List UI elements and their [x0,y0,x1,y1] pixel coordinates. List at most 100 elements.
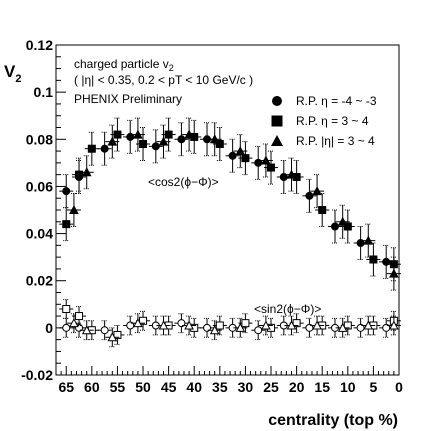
data-point-triangle [286,169,297,179]
data-point-triangle [209,325,220,335]
x-tick-label: 40 [186,379,202,395]
data-point-square [318,206,327,214]
data-point-triangle [184,129,194,139]
series-cos-circle [59,119,394,279]
data-point-triangle [81,325,92,335]
series-sin-triangle [66,313,401,348]
y-tick-label: 0.06 [26,178,53,194]
data-point-square [113,130,122,139]
data-point-square [139,316,148,325]
x-tick-label: 45 [161,379,177,395]
y-axis-label: V2 [4,62,21,85]
info-line-1: charged particle v2 [74,57,174,73]
data-point-square [75,170,84,179]
x-tick-label: 35 [212,379,228,395]
data-point-square [113,330,122,339]
data-point-circle [356,323,365,332]
data-point-triangle [235,146,246,156]
data-point-triangle [312,320,322,330]
x-tick-label: 55 [110,379,126,395]
data-point-circle [305,191,314,200]
data-point-circle [126,321,135,330]
data-point-triangle [69,318,79,328]
data-point-square [241,154,250,163]
data-point-triangle [261,320,271,330]
data-point-triangle [133,129,143,139]
data-point-square [62,305,71,313]
x-tick-label: 60 [84,379,100,395]
data-point-square [241,319,250,328]
y-tick-label: 0.12 [26,37,53,53]
data-point-circle [177,135,186,144]
data-point-circle [228,151,237,160]
data-point-triangle [286,320,297,330]
y-axis-label-sub: 2 [15,73,21,85]
data-point-circle [177,319,186,328]
series-cos-triangle [66,117,401,291]
data-point-triangle [261,155,271,165]
data-marks [59,117,401,348]
legend-entry-1: R.P. η = -4 ~ -3 [296,94,377,108]
data-point-triangle [158,136,169,146]
data-point-square [62,220,71,229]
data-point-square [215,321,224,330]
data-point-triangle [363,320,374,330]
x-tick-label: 25 [263,379,279,395]
legend-triangle-marker [271,135,283,146]
info-line-1-sub: 2 [169,63,174,73]
data-point-circle [62,323,71,332]
data-point-circle [100,144,109,153]
x-tick-label: 0 [395,379,403,395]
legend: R.P. η = -4 ~ -3 R.P. η = 3 ~ 4 R.P. |η|… [271,94,377,148]
data-point-triangle [81,167,92,177]
data-point-square [75,312,84,321]
info-line-3: PHENIX Preliminary [74,92,182,106]
y-tick-label: 0 [45,320,53,336]
data-point-square [343,222,352,231]
data-point-circle [356,239,365,247]
data-point-circle [279,173,288,181]
axis-ticks: 65 60 55 50 45 40 35 30 25 20 15 10 5 0-0.0200.020.04… [21,37,403,395]
data-point-circle [254,326,263,335]
data-point-circle [305,323,314,332]
data-point-circle [382,323,391,332]
series-sin-circle [59,313,394,341]
data-point-triangle [389,320,399,330]
data-point-circle [151,142,160,151]
x-tick-label: 15 [314,379,330,395]
data-point-circle [126,132,135,141]
data-point-triangle [158,320,169,330]
data-point-triangle [389,268,399,278]
x-tick-label: 10 [340,379,356,395]
x-tick-label: 20 [289,379,305,395]
data-point-triangle [133,318,143,328]
x-tick-label: 50 [135,379,151,395]
data-point-triangle [235,322,246,332]
data-point-square [292,319,301,328]
data-point-square [343,321,352,330]
y-tick-label: 0.08 [26,131,53,147]
data-point-square [164,130,173,139]
data-point-circle [331,222,340,231]
legend-square-marker [271,115,283,127]
legend-entry-3: R.P. |η| = 3 ~ 4 [296,134,375,148]
data-point-triangle [337,322,348,332]
data-point-triangle [209,134,220,144]
data-point-triangle [107,136,118,146]
data-point-triangle [337,216,348,226]
data-point-square [87,144,96,153]
x-tick-label: 30 [238,379,254,395]
data-point-circle [254,158,263,167]
data-point-square [369,255,378,264]
data-point-circle [100,326,109,335]
data-point-circle [382,257,391,266]
x-tick-label: 65 [58,379,74,395]
y-tick-label: 0.04 [26,226,53,242]
data-point-triangle [107,332,118,342]
data-point-triangle [312,186,322,196]
data-point-triangle [69,204,79,214]
data-point-circle [62,187,71,196]
legend-circle-marker [272,96,282,106]
x-axis-label: centrality (top %) [268,412,398,429]
